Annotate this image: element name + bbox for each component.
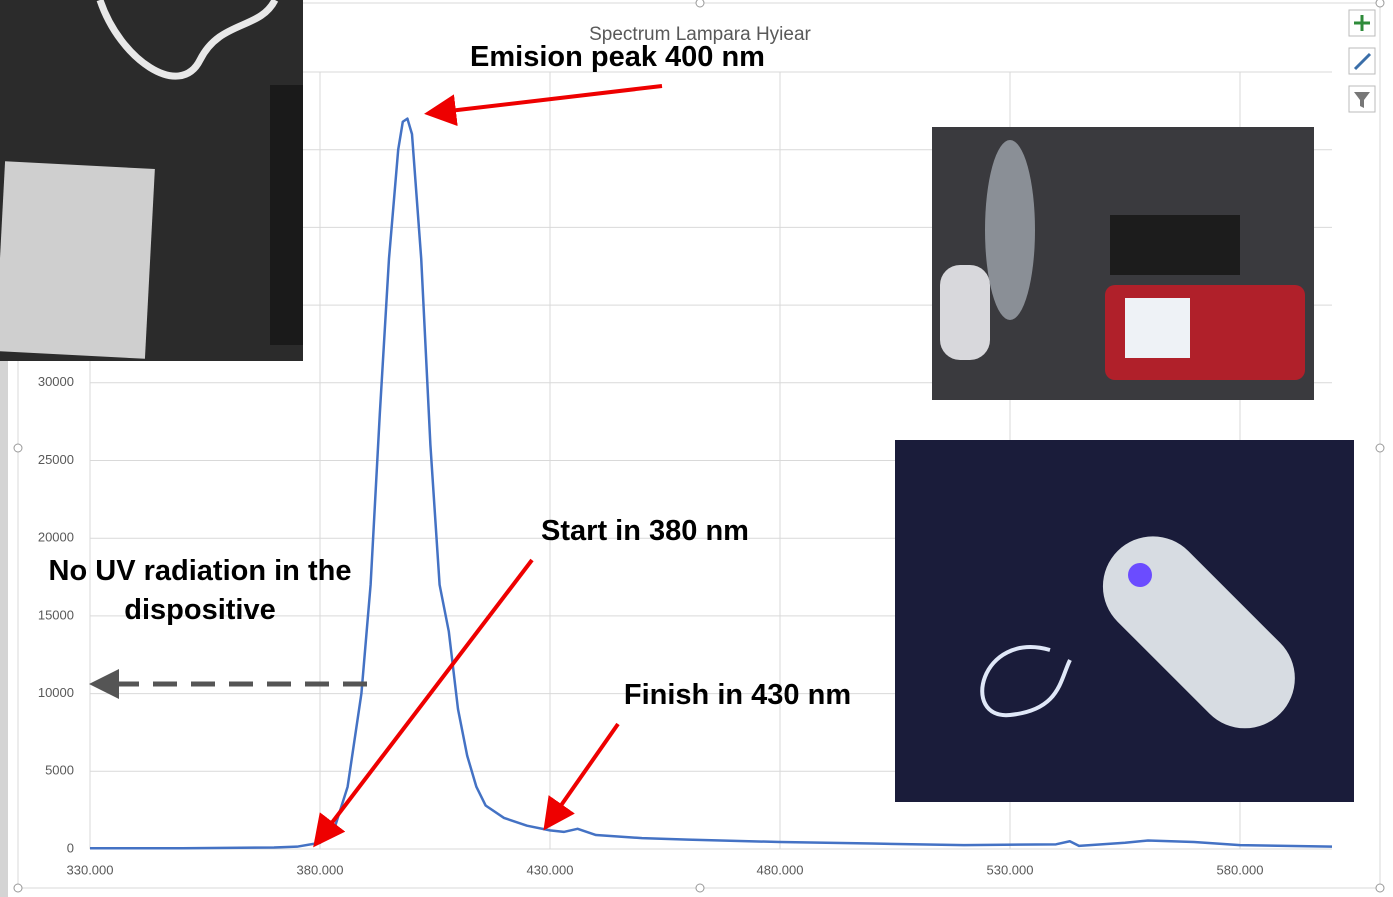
photo-device [0,0,303,361]
photo-lamp [895,440,1354,802]
annotation: Emision peak 400 nm [470,41,765,73]
x-tick-label: 430.000 [527,862,574,877]
y-tick-label: 15000 [38,607,74,622]
y-tick-label: 30000 [38,374,74,389]
x-tick-label: 480.000 [757,862,804,877]
annotation: No UV radiation in the dispositive [48,555,352,626]
chart-tools [1348,9,1376,113]
x-tick-label: 380.000 [297,862,344,877]
arrow [424,84,663,127]
annotation: Start in 380 nm [541,515,749,547]
photo-meter [932,127,1314,400]
x-tick-label: 330.000 [67,862,114,877]
y-tick-label: 5000 [45,763,74,778]
x-tick-label: 530.000 [987,862,1034,877]
chart-title: Spectrum Lampara Hyiear [589,24,811,45]
resize-handles [13,0,1385,893]
arrow [543,722,620,831]
y-tick-label: 25000 [38,452,74,467]
data-line [90,117,1333,850]
y-tick-label: 0 [67,840,74,855]
annotation: Finish in 430 nm [623,679,852,711]
arrow [313,558,534,848]
y-tick-label: 10000 [38,685,74,700]
x-tick-label: 580.000 [1217,862,1264,877]
side-bar [0,0,8,897]
y-tick-label: 20000 [38,530,74,545]
